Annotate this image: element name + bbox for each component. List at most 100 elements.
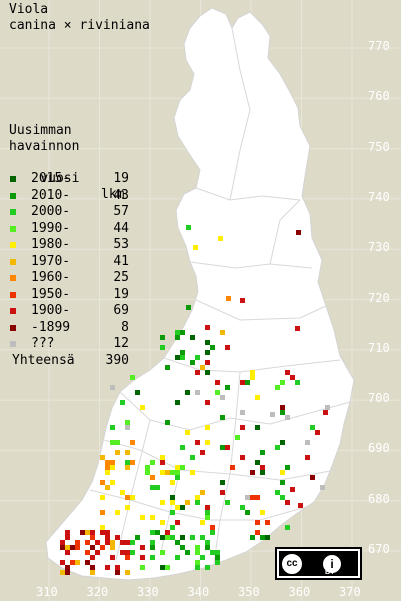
observation-square	[280, 380, 285, 385]
observation-square	[260, 535, 265, 540]
observation-square	[140, 405, 145, 410]
observation-square	[290, 375, 295, 380]
observation-square	[175, 540, 180, 545]
observation-square	[205, 440, 210, 445]
observation-square	[225, 500, 230, 505]
title-genus: Viola	[9, 2, 49, 17]
observation-square	[180, 330, 185, 335]
legend-row: 2015- 19	[9, 171, 129, 188]
observation-square	[95, 540, 100, 545]
observation-square	[175, 465, 180, 470]
legend-heading-2: havainnon	[9, 139, 80, 154]
observation-square	[250, 370, 255, 375]
observation-square	[240, 410, 245, 415]
legend-swatch	[10, 242, 16, 248]
observation-square	[195, 390, 200, 395]
observation-square	[175, 555, 180, 560]
observation-square	[150, 515, 155, 520]
observation-square	[115, 570, 120, 575]
observation-square	[155, 530, 160, 535]
legend-label: 1950-	[31, 286, 71, 302]
x-axis-label: 320	[86, 585, 109, 599]
observation-square	[205, 370, 210, 375]
map-title: Viola canina × riviniana	[9, 2, 150, 34]
legend: Uusimman havainnon vuosi lkm 2015- 19 2010…	[9, 123, 129, 369]
observation-square	[160, 565, 165, 570]
observation-square	[60, 540, 65, 545]
observation-square	[100, 455, 105, 460]
observation-square	[175, 520, 180, 525]
observation-square	[90, 530, 95, 535]
observation-square	[180, 465, 185, 470]
observation-square	[205, 425, 210, 430]
title-species: canina × riviniana	[9, 18, 150, 33]
observation-square	[115, 440, 120, 445]
observation-square	[250, 375, 255, 380]
observation-square	[110, 465, 115, 470]
observation-square	[323, 410, 328, 415]
legend-swatch	[10, 308, 16, 314]
license-badge: cc i BY	[275, 547, 362, 580]
observation-square	[190, 335, 195, 340]
observation-square	[195, 495, 200, 500]
legend-row: ??? 12	[9, 336, 129, 353]
observation-square	[310, 425, 315, 430]
observation-square	[100, 510, 105, 515]
observation-square	[226, 296, 231, 301]
legend-swatch	[10, 225, 16, 232]
observation-square	[150, 540, 155, 545]
observation-square	[135, 535, 140, 540]
legend-swatch	[10, 324, 16, 331]
observation-square	[220, 445, 225, 450]
legend-count: 41	[113, 253, 129, 269]
observation-square	[110, 480, 115, 485]
observation-square	[160, 345, 165, 350]
observation-square	[180, 545, 185, 550]
legend-swatch	[10, 192, 16, 199]
observation-square	[225, 345, 230, 350]
observation-square	[65, 565, 70, 570]
observation-square	[295, 326, 300, 331]
legend-count: 8	[121, 319, 129, 335]
observation-square	[195, 545, 200, 550]
observation-square	[255, 425, 260, 430]
legend-total-label: Yhteensä	[12, 352, 75, 368]
observation-square	[165, 530, 170, 535]
observation-square	[110, 385, 115, 390]
observation-square	[215, 380, 220, 385]
observation-square	[115, 535, 120, 540]
observation-square	[65, 570, 70, 575]
observation-square	[180, 505, 185, 510]
legend-count: 57	[113, 204, 129, 219]
observation-square	[200, 520, 205, 525]
observation-square	[100, 530, 105, 535]
observation-square	[120, 400, 125, 405]
observation-square	[210, 530, 215, 535]
x-axis-label: 310	[36, 585, 58, 599]
observation-square	[110, 425, 115, 430]
observation-square	[125, 570, 130, 575]
observation-square	[125, 425, 130, 430]
observation-square	[170, 500, 175, 505]
observation-square	[160, 550, 165, 555]
observation-square	[270, 412, 275, 417]
observation-square	[310, 475, 315, 480]
observation-square	[240, 505, 245, 510]
observation-square	[185, 550, 190, 555]
observation-square	[220, 330, 225, 335]
y-axis-label: 740	[368, 189, 390, 204]
observation-square	[255, 460, 260, 465]
observation-square	[125, 550, 130, 555]
observation-square	[160, 335, 165, 340]
observation-square	[180, 350, 185, 355]
legend-label: 1990-	[31, 220, 71, 236]
legend-label: -1899	[31, 319, 71, 335]
observation-square	[100, 480, 105, 485]
observation-square	[175, 475, 180, 480]
observation-square	[255, 395, 260, 400]
observation-square	[125, 505, 130, 510]
observation-square	[205, 505, 210, 510]
observation-square	[90, 555, 95, 560]
observation-square	[170, 470, 175, 475]
observation-square	[260, 450, 265, 455]
